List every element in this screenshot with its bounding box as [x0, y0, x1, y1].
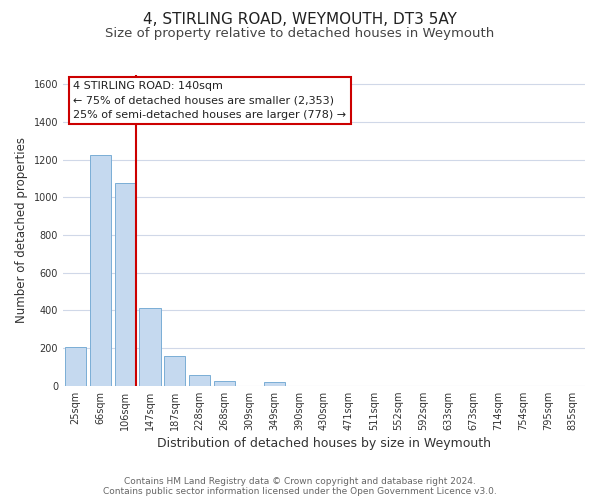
Bar — [115, 184, 136, 386]
Text: Contains public sector information licensed under the Open Government Licence v3: Contains public sector information licen… — [103, 487, 497, 496]
Text: Contains HM Land Registry data © Crown copyright and database right 2024.: Contains HM Land Registry data © Crown c… — [124, 477, 476, 486]
Bar — [65, 347, 86, 386]
Bar — [139, 308, 161, 386]
X-axis label: Distribution of detached houses by size in Weymouth: Distribution of detached houses by size … — [157, 437, 491, 450]
Text: Size of property relative to detached houses in Weymouth: Size of property relative to detached ho… — [106, 28, 494, 40]
Bar — [214, 381, 235, 386]
Bar — [264, 382, 285, 386]
Text: 4 STIRLING ROAD: 140sqm
← 75% of detached houses are smaller (2,353)
25% of semi: 4 STIRLING ROAD: 140sqm ← 75% of detache… — [73, 81, 347, 120]
Y-axis label: Number of detached properties: Number of detached properties — [15, 138, 28, 324]
Text: 4, STIRLING ROAD, WEYMOUTH, DT3 5AY: 4, STIRLING ROAD, WEYMOUTH, DT3 5AY — [143, 12, 457, 28]
Bar — [164, 356, 185, 386]
Bar — [189, 376, 211, 386]
Bar — [90, 155, 111, 386]
